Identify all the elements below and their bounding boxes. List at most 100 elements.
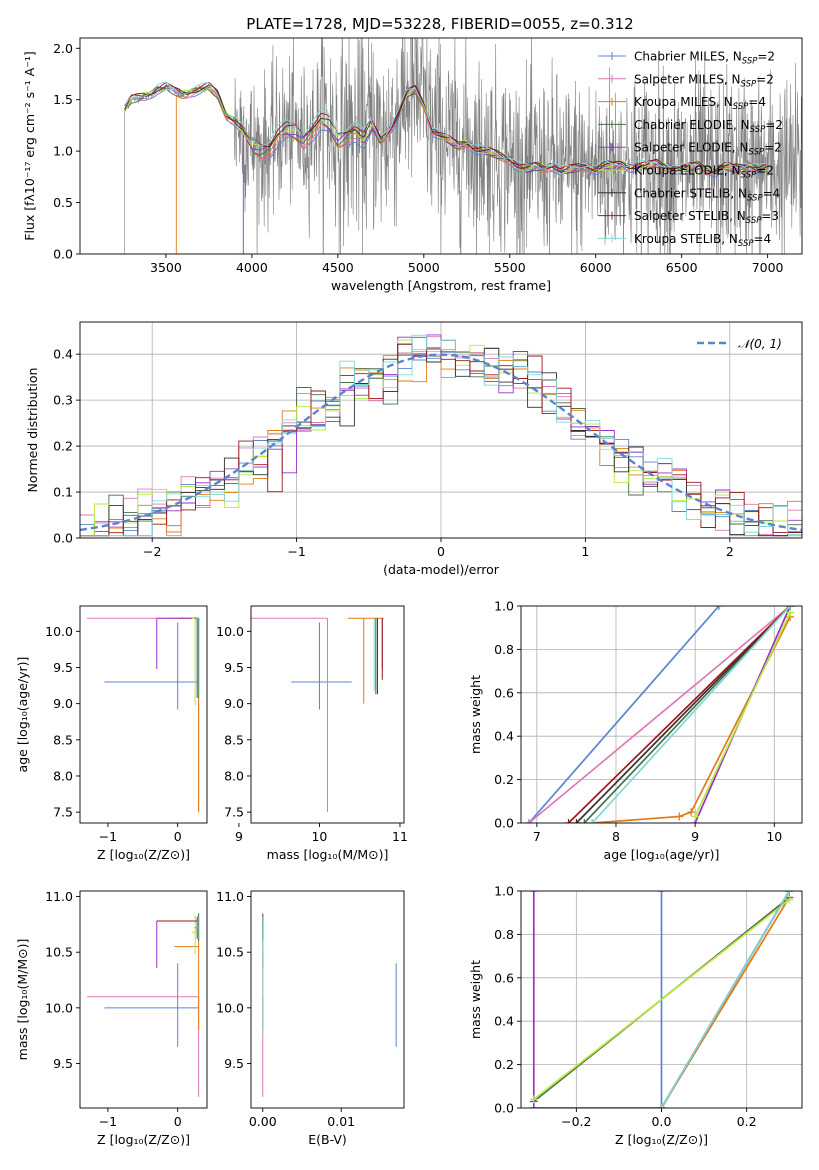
- x-tick-label: −1: [99, 1114, 117, 1129]
- y-tick-label: 1.5: [53, 92, 73, 107]
- weight-point: [529, 891, 538, 895]
- y-tick-label: 9.5: [53, 1056, 73, 1071]
- y-axis-label: mass weight: [468, 675, 483, 754]
- plot-area-spectrum: [80, 38, 802, 254]
- weight-line: [528, 606, 720, 823]
- plot-area-mass-vs-ebv: [262, 913, 397, 1097]
- axes-frame: [520, 605, 803, 824]
- spectrum-legend: Chabrier MILES, NSSP=2 Salpeter MILES, NS…: [598, 50, 783, 249]
- errorbar-krou_stelib: [195, 916, 199, 939]
- x-tick-label: 9: [691, 829, 699, 844]
- chart-mass-vs-Z: −1 0 9.5 10.0 10.5 11.0 Z [log₁₀(Z/Z⊙)] mass [l…: [15, 889, 208, 1147]
- y-axis-label: Normed distribution: [25, 368, 40, 493]
- y-tick-label: 8.0: [53, 768, 73, 783]
- y-tick-label: 0.4: [494, 1014, 514, 1029]
- weight-point: [785, 895, 794, 904]
- errorbar-krou_stelib: [195, 617, 199, 698]
- y-tick-label: 1.0: [53, 144, 73, 159]
- axes-frame: [250, 890, 405, 1109]
- y-tick-label: 0.8: [494, 642, 514, 657]
- legend-nssp-krou_miles: =4: [748, 95, 766, 109]
- legend-nssp-krou_stelib: =4: [754, 232, 772, 246]
- legend-label-krou_miles: Kroupa MILES, NSSP=4: [634, 95, 766, 112]
- x-tick-label: −0.2: [561, 1114, 591, 1129]
- x-axis-label: Z [log₁₀(Z/Z⊙)]: [97, 1132, 190, 1147]
- y-tick-label: 10.5: [216, 945, 244, 960]
- figure-title: PLATE=1728, MJD=53228, FIBERID=0055, z=0…: [246, 15, 633, 33]
- y-tick-label: 10.0: [45, 1000, 73, 1015]
- legend-label-krou_stelib: Kroupa STELIB, NSSP=4: [634, 232, 771, 249]
- weight-point: [691, 812, 700, 821]
- y-tick-label: 0.1: [53, 485, 73, 500]
- weight-point: [564, 819, 573, 823]
- y-tick-label: 11.0: [45, 889, 73, 904]
- axes-frame: [250, 605, 405, 824]
- x-tick-label: 0: [174, 1114, 182, 1129]
- legend-nssp-chab_elodie: =2: [765, 118, 783, 132]
- x-tick-label: 10: [311, 829, 327, 844]
- legend-label-reference: 𝒩(0, 1): [738, 337, 782, 351]
- weight-line: [583, 606, 791, 823]
- chart-weight-vs-age: 7 8 9 10 0.0 0.2 0.4 0.6 0.8 1.0 age [log₁₀(age/yr…: [468, 599, 803, 862]
- observed-spectrum: [80, 38, 802, 254]
- weight-series-salp_stelib: [564, 606, 795, 823]
- y-tick-label: 1.0: [494, 599, 514, 614]
- x-axis-label: Z [log₁₀(Z/Z⊙)]: [97, 847, 190, 862]
- errorbar-chab_miles: [291, 622, 352, 710]
- weight-point: [785, 891, 794, 895]
- x-tick-label: 10: [766, 829, 782, 844]
- legend-nssp-salp_miles: =2: [756, 72, 774, 86]
- normal-reference-curve: [80, 353, 802, 532]
- y-tick-label: 8.5: [224, 732, 244, 747]
- x-tick-label: 0.00: [249, 1114, 277, 1129]
- x-tick-label: 5000: [408, 260, 440, 275]
- model-spectrum-salp_stelib: [124, 82, 768, 173]
- y-tick-label: 9.5: [53, 660, 73, 675]
- y-tick-label: 0.0: [494, 816, 514, 831]
- axes-frame: [79, 890, 208, 1109]
- y-tick-label: 1.0: [494, 884, 514, 899]
- errorbar-chab_miles: [104, 622, 199, 710]
- chart-weight-vs-Z: −0.2 0.0 0.2 0.0 0.2 0.4 0.6 0.8 1.0 Z [log₁₀(Z/Z…: [468, 884, 803, 1147]
- errorbar-salp_miles: [86, 996, 200, 1097]
- y-tick-label: 0.0: [494, 1101, 514, 1116]
- y-axis-label: age [log₁₀(age/yr)]: [15, 657, 30, 773]
- y-tick-label: 9.0: [53, 696, 73, 711]
- y-tick-label: 8.0: [224, 768, 244, 783]
- x-axis-label: E(B-V): [308, 1132, 347, 1147]
- x-tick-label: 0.2: [737, 1114, 757, 1129]
- y-tick-label: 0.4: [494, 729, 514, 744]
- x-axis-label: (data-model)/error: [383, 562, 500, 577]
- y-tick-label: 2.0: [53, 41, 73, 56]
- y-tick-label: 9.0: [224, 696, 244, 711]
- weight-line: [591, 606, 791, 823]
- weight-point: [714, 606, 723, 610]
- plot-area-weight-vs-age: [521, 606, 802, 823]
- y-tick-label: 0.2: [53, 439, 73, 454]
- legend-nssp-chab_miles: =2: [757, 50, 775, 64]
- y-tick-label: 7.5: [53, 805, 73, 820]
- x-tick-label: 6500: [666, 260, 698, 275]
- axes-frame: [79, 37, 803, 255]
- chart-spectrum: 3500 4000 4500 5000 5500 6000 6500 7000 0.0 0.5 1.…: [22, 37, 803, 293]
- histogram-krou_stelib: [80, 334, 802, 537]
- x-tick-label: 6000: [580, 260, 612, 275]
- legend-label-chab_stelib: Chabrier STELIB, NSSP=4: [634, 186, 780, 203]
- weight-point: [572, 819, 581, 823]
- y-tick-label: 0.3: [53, 393, 73, 408]
- weight-line: [528, 606, 791, 823]
- y-tick-label: 10.5: [45, 945, 73, 960]
- x-axis-label: mass [log₁₀(M/M⊙)]: [267, 847, 389, 862]
- y-tick-label: 0.6: [494, 970, 514, 985]
- weight-line: [533, 897, 790, 1108]
- errorbar-salp_miles: [251, 617, 328, 813]
- legend-nssp-chab_stelib: =4: [763, 186, 781, 200]
- y-tick-label: 9.5: [224, 1056, 244, 1071]
- histogram-chab_miles: [80, 351, 802, 537]
- weight-point: [786, 606, 795, 610]
- x-tick-label: 4500: [322, 260, 354, 275]
- y-tick-label: 0.5: [53, 195, 73, 210]
- x-tick-label: 0.01: [327, 1114, 355, 1129]
- y-tick-label: 7.5: [224, 805, 244, 820]
- axes-frame: [79, 605, 208, 824]
